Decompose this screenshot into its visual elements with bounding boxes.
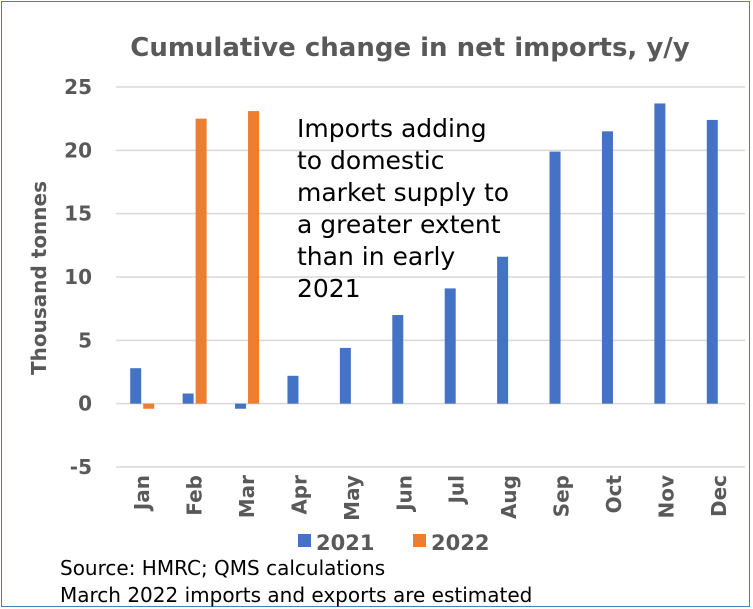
x-tick-label: Nov [654, 475, 678, 519]
x-tick-label: May [340, 475, 364, 521]
bar-2021-aug [497, 256, 509, 404]
chart-title: Cumulative change in net imports, y/y [130, 33, 690, 63]
x-tick-label: Sep [550, 475, 574, 517]
bar-2021-jan [130, 368, 142, 404]
legend-swatch-2021 [298, 534, 311, 547]
y-tick-labels: -5 0 5 10 15 20 25 [64, 75, 92, 479]
gridlines [116, 86, 745, 468]
x-tick-label: Aug [497, 475, 521, 519]
bar-2021-apr [287, 375, 299, 404]
x-tick-label: Apr [287, 475, 311, 515]
bar-2021-jun [392, 315, 404, 404]
legend-label-2022: 2022 [431, 531, 489, 555]
x-tick-label: Jul [445, 475, 469, 506]
bar-2021-sep [549, 151, 561, 404]
bar-2021-may [339, 347, 351, 404]
x-tick-label: Jan [130, 475, 154, 512]
y-tick-label: 20 [64, 138, 92, 162]
bar-2021-jul [444, 288, 456, 404]
legend-label-2021: 2021 [316, 531, 374, 555]
y-tick-label: 25 [64, 75, 92, 99]
x-tick-labels: Jan Feb Mar Apr May Jun Jul Aug Sep Oct Nov Dec [130, 475, 731, 521]
estimate-note: March 2022 imports and exports are estim… [60, 583, 533, 607]
bar-2021-nov [654, 103, 666, 404]
x-tick-label: Feb [183, 475, 207, 516]
bar-2021-mar [235, 403, 247, 409]
source-note: Source: HMRC; QMS calculations [60, 556, 386, 580]
chart-annotation: Imports adding to domestic market supply t… [297, 114, 509, 303]
x-tick-label: Dec [707, 475, 731, 517]
legend: 2021 2022 [298, 531, 489, 555]
x-tick-label: Mar [235, 475, 259, 518]
y-tick-label: 0 [78, 392, 92, 416]
bars [130, 103, 718, 409]
x-tick-label: Jun [392, 475, 416, 513]
bar-2021-dec [706, 119, 718, 404]
y-tick-label: 5 [78, 328, 92, 352]
legend-swatch-2022 [413, 534, 426, 547]
y-tick-label: -5 [70, 455, 92, 479]
x-tick-label: Oct [602, 475, 626, 514]
bar-2022-jan [143, 403, 155, 409]
y-tick-label: 10 [64, 265, 92, 289]
bar-2022-feb [195, 118, 207, 404]
y-tick-label: 15 [64, 202, 92, 226]
bar-2022-mar [248, 111, 260, 404]
bar-2021-oct [601, 131, 613, 404]
y-axis-label: Thousand tonnes [27, 181, 51, 375]
bar-2021-feb [182, 393, 194, 404]
